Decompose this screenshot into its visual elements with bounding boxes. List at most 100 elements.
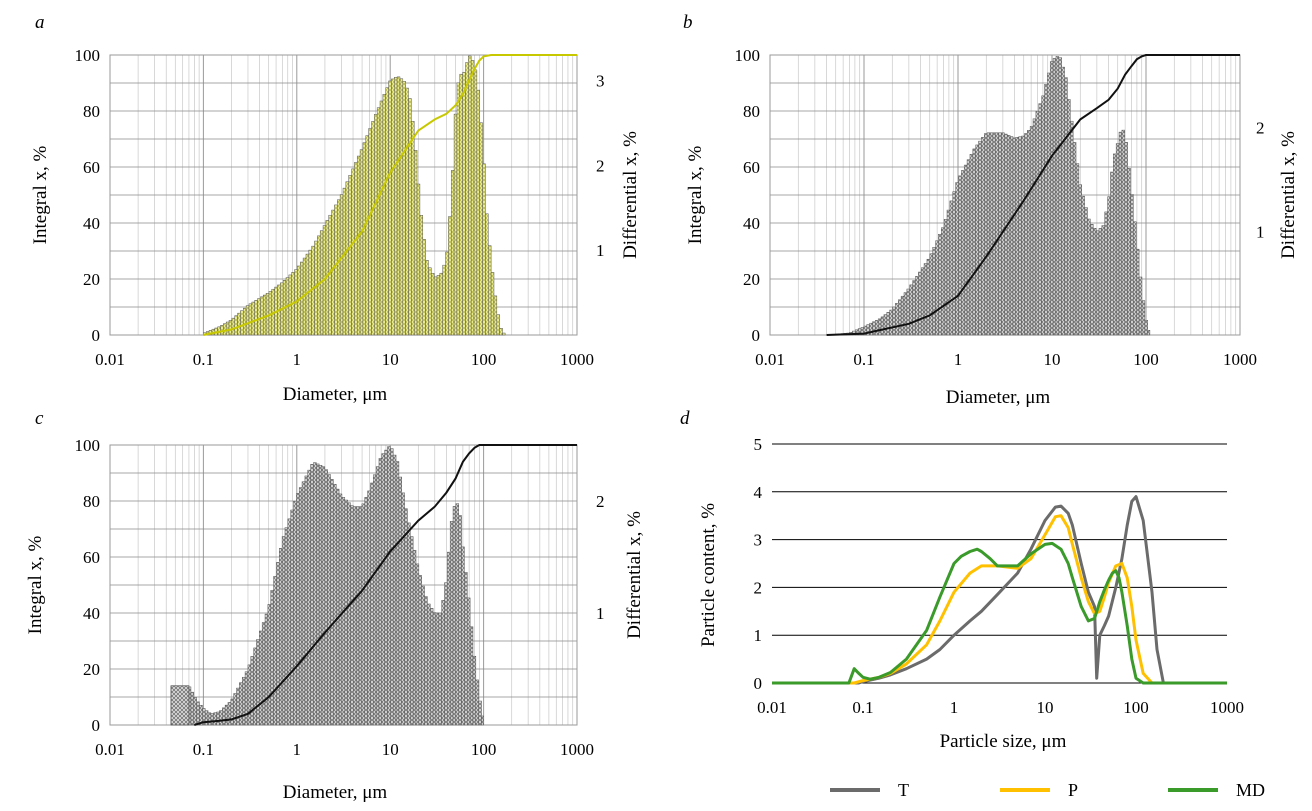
histogram-bar bbox=[479, 122, 483, 336]
y-tick-label-b: 60 bbox=[743, 158, 760, 177]
histogram-bar bbox=[405, 87, 409, 336]
histogram-bar bbox=[382, 94, 386, 336]
histogram-bar bbox=[364, 497, 368, 726]
histogram-bar bbox=[401, 492, 405, 726]
histogram-bar bbox=[958, 175, 962, 336]
y-right-tick-label-a: 1 bbox=[596, 241, 605, 260]
histogram-bar bbox=[375, 466, 380, 726]
histogram-bar bbox=[1084, 207, 1088, 336]
histogram-bar bbox=[304, 475, 308, 726]
y-tick-label-b: 0 bbox=[752, 326, 761, 345]
panel-a-axes: 0.01 0.1 1 10 100 1000 0 20 40 60 80 100 1 2 3 bbox=[75, 46, 605, 369]
histogram-bar bbox=[290, 509, 294, 726]
histogram-bar bbox=[932, 246, 936, 336]
histogram-bar bbox=[1018, 136, 1022, 336]
histogram-bar bbox=[223, 323, 227, 336]
panel-b-bars bbox=[832, 56, 1151, 336]
histogram-bar bbox=[992, 132, 996, 336]
panel-c-right-y-axis-label: Differential x, % bbox=[624, 511, 645, 639]
histogram-bar bbox=[342, 187, 347, 336]
histogram-bar bbox=[1035, 110, 1040, 336]
panel-a-left-y-axis-label: Integral x, % bbox=[30, 146, 51, 245]
histogram-bar bbox=[909, 284, 913, 336]
histogram-bar bbox=[1052, 58, 1057, 336]
histogram-bar bbox=[1110, 171, 1114, 336]
histogram-bar bbox=[236, 687, 240, 726]
histogram-bar bbox=[1078, 184, 1083, 336]
histogram-bar bbox=[926, 258, 931, 336]
histogram-bar bbox=[428, 267, 432, 336]
y-tick-label-a: 40 bbox=[83, 214, 100, 233]
histogram-bar bbox=[915, 276, 919, 336]
y-tick-label-a: 20 bbox=[83, 270, 100, 289]
x-tick-label-c: 10 bbox=[382, 740, 399, 759]
y-tick-label-d: 2 bbox=[754, 578, 763, 597]
histogram-bar bbox=[1029, 126, 1034, 336]
x-tick-label-d: 0.1 bbox=[852, 698, 873, 717]
histogram-bar bbox=[241, 676, 246, 726]
histogram-bar bbox=[227, 702, 232, 726]
histogram-bar bbox=[453, 113, 458, 336]
histogram-bar bbox=[903, 292, 908, 336]
histogram-bar bbox=[449, 521, 454, 726]
histogram-bar bbox=[293, 500, 297, 726]
histogram-bar bbox=[281, 536, 286, 726]
integral-curve bbox=[194, 444, 577, 726]
histogram-bar bbox=[1095, 230, 1100, 336]
histogram-bar bbox=[481, 715, 484, 726]
histogram-bar bbox=[345, 181, 349, 336]
histogram-bar bbox=[455, 503, 459, 726]
histogram-bar bbox=[237, 312, 241, 336]
histogram-bar bbox=[963, 164, 968, 336]
histogram-bar bbox=[378, 458, 383, 726]
y-tick-label-d: 3 bbox=[754, 531, 763, 550]
histogram-bar bbox=[468, 55, 472, 336]
histogram-bar bbox=[961, 170, 965, 336]
histogram-bar bbox=[984, 133, 988, 336]
histogram-bar bbox=[284, 527, 289, 726]
histogram-bar bbox=[411, 121, 415, 336]
x-tick-label-a: 10 bbox=[382, 350, 399, 369]
series-line-md bbox=[772, 541, 1227, 685]
histogram-bar bbox=[456, 82, 461, 336]
panel-d-letter: d bbox=[680, 408, 690, 429]
histogram-bar bbox=[251, 301, 255, 336]
legend-label-p: P bbox=[1068, 780, 1078, 800]
histogram-bar bbox=[395, 461, 400, 726]
histogram-bar bbox=[287, 518, 291, 726]
histogram-bar bbox=[301, 481, 306, 726]
y-tick-label-a: 0 bbox=[92, 326, 101, 345]
y-right-tick-label-c: 2 bbox=[596, 492, 605, 511]
histogram-bar bbox=[190, 691, 195, 726]
histogram-bar bbox=[475, 679, 479, 726]
histogram-bar bbox=[1075, 163, 1080, 336]
panel-d-series-lines bbox=[772, 495, 1227, 685]
histogram-bar bbox=[330, 479, 334, 726]
histogram-bar bbox=[333, 483, 337, 726]
panel-c-x-axis-label: Diameter, μm bbox=[283, 782, 388, 803]
histogram-bar bbox=[989, 132, 994, 336]
histogram-bar bbox=[408, 98, 412, 336]
histogram-bar bbox=[459, 73, 463, 336]
histogram-bar bbox=[981, 137, 985, 336]
y-tick-label-b: 80 bbox=[743, 102, 760, 121]
histogram-bar bbox=[216, 711, 220, 726]
histogram-bar bbox=[966, 159, 971, 336]
panel-b-integral-line bbox=[826, 54, 1240, 336]
panel-c-bars bbox=[170, 446, 484, 726]
histogram-bar bbox=[298, 487, 303, 726]
histogram-bar bbox=[935, 240, 939, 336]
panel-c: c 0.01 0.1 1 10 100 1000 0 20 40 60 80 100 1 2 Diamet… bbox=[25, 408, 645, 803]
histogram-bar bbox=[335, 488, 340, 726]
histogram-bar bbox=[1061, 66, 1065, 336]
y-tick-label-c: 80 bbox=[83, 492, 100, 511]
histogram-bar bbox=[254, 300, 258, 336]
histogram-bar bbox=[193, 697, 197, 726]
histogram-bar bbox=[398, 476, 403, 726]
histogram-bar bbox=[969, 154, 974, 336]
panel-a-letter: a bbox=[35, 12, 45, 33]
panel-d: d 0.01 0.1 1 10 100 1000 0 1 2 3 4 5 Particle size,… bbox=[680, 408, 1265, 800]
histogram-bar bbox=[234, 315, 238, 336]
histogram-bar bbox=[1044, 84, 1048, 336]
histogram-bar bbox=[222, 707, 226, 726]
